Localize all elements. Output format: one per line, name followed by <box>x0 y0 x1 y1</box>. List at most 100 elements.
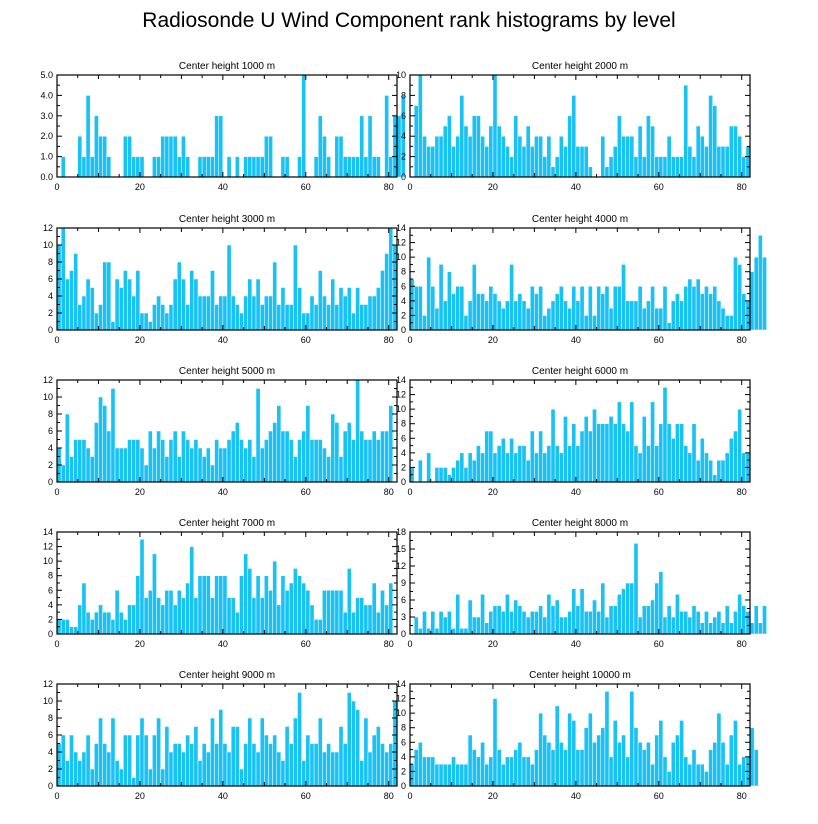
bar <box>442 125 448 178</box>
bar <box>559 286 564 331</box>
bar <box>218 115 224 178</box>
bar <box>579 588 585 635</box>
bar <box>376 287 381 331</box>
bar <box>687 763 693 787</box>
bar <box>687 616 693 635</box>
bar <box>89 156 95 178</box>
bar <box>724 452 730 483</box>
bar <box>346 422 352 483</box>
bar <box>496 749 502 787</box>
bar <box>546 445 552 483</box>
bar <box>666 423 672 483</box>
bar <box>500 611 506 635</box>
panel-title: Center height 7000 m <box>179 518 275 529</box>
bar <box>509 264 514 331</box>
bar <box>322 447 327 483</box>
bar <box>418 74 423 178</box>
bar <box>724 763 730 787</box>
bar <box>305 590 311 635</box>
bar <box>210 597 215 635</box>
bar <box>176 456 182 483</box>
bar <box>342 156 348 178</box>
bar <box>675 156 680 178</box>
bar <box>363 304 369 331</box>
bar <box>102 405 108 483</box>
panel-title: Center height 10000 m <box>529 670 631 681</box>
bar <box>210 156 215 178</box>
bar <box>123 135 128 178</box>
bar <box>509 611 514 635</box>
bar <box>641 156 647 178</box>
bar <box>658 571 664 635</box>
bar <box>695 459 701 483</box>
bar <box>247 717 253 787</box>
bar <box>699 622 705 635</box>
bar <box>550 300 556 331</box>
bar <box>571 588 577 635</box>
bar <box>363 439 369 483</box>
bar <box>625 582 631 635</box>
x-tick-label: 0 <box>54 487 59 497</box>
bar <box>480 742 485 787</box>
y-tick-label: 2 <box>48 764 53 774</box>
bar <box>239 439 244 483</box>
bar <box>612 146 618 178</box>
bar <box>442 763 448 787</box>
bar <box>699 135 705 178</box>
x-tick-label: 20 <box>135 182 145 192</box>
bar <box>513 599 519 635</box>
bar <box>617 594 622 635</box>
bar <box>197 156 203 178</box>
bar <box>733 125 738 178</box>
x-tick-label: 80 <box>384 182 394 192</box>
bar <box>592 599 597 635</box>
bar <box>305 734 311 787</box>
bar <box>322 751 327 787</box>
bar <box>247 156 253 178</box>
bar <box>139 539 145 635</box>
bar <box>251 456 257 483</box>
bar <box>176 261 182 331</box>
x-tick-label: 20 <box>488 182 498 192</box>
bar <box>451 146 456 178</box>
bar <box>313 743 319 787</box>
bar <box>604 423 610 483</box>
y-tick-label: 6 <box>401 111 406 121</box>
bar <box>559 616 564 635</box>
bar <box>542 156 548 178</box>
bar <box>741 605 747 635</box>
bar <box>737 264 742 331</box>
bar <box>131 604 137 635</box>
x-tick-label: 60 <box>654 487 664 497</box>
bar <box>737 135 742 178</box>
bar <box>434 467 440 483</box>
bar <box>600 423 606 483</box>
bar <box>471 115 477 178</box>
bar <box>654 156 660 178</box>
x-tick-label: 20 <box>488 335 498 345</box>
bar <box>380 430 385 483</box>
bar <box>251 743 257 787</box>
bar <box>476 293 481 331</box>
histogram-panel-1: Center height 1000 m 0.0 1.0 2.0 3.0 4.0 5.0 0 2… <box>40 61 406 192</box>
bar <box>268 135 273 178</box>
bar <box>505 756 510 787</box>
x-tick-label: 40 <box>571 487 581 497</box>
bar <box>567 611 572 635</box>
bar <box>604 691 610 787</box>
bar <box>73 253 78 331</box>
bar <box>517 293 523 331</box>
bar <box>193 439 199 483</box>
bar <box>612 605 618 635</box>
bar <box>355 156 360 178</box>
y-tick-label: 10 <box>43 556 53 566</box>
histogram-panel-5: Center height 5000 m 0 2 4 6 8 10 12 0 20 40 60 80 <box>43 366 398 497</box>
bar <box>625 300 631 331</box>
bar <box>617 286 622 331</box>
bar <box>367 604 373 635</box>
y-tick-label: 0 <box>401 172 406 182</box>
bar <box>679 611 684 635</box>
bar <box>135 156 141 178</box>
bar <box>554 705 560 787</box>
x-tick-label: 0 <box>54 182 59 192</box>
